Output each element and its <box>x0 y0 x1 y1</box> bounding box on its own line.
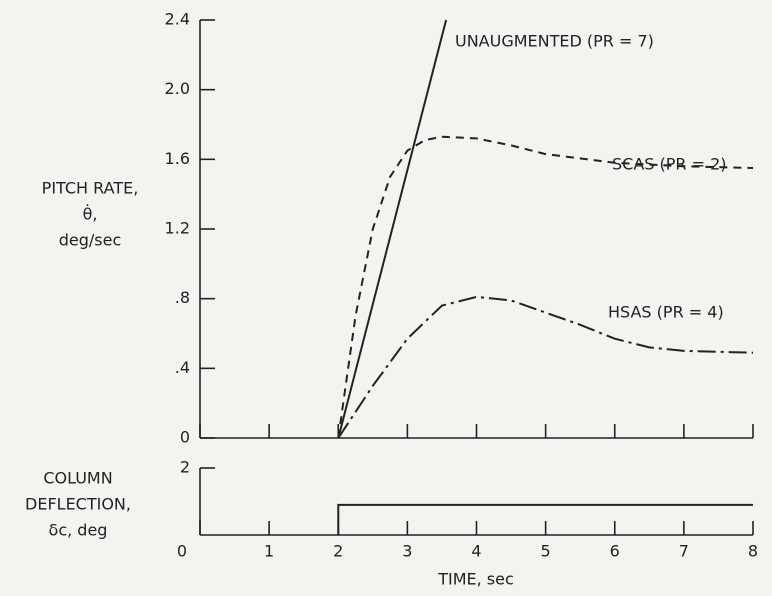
y-tick-label: 0 <box>180 428 190 447</box>
x-tick-label: 6 <box>610 542 620 561</box>
y-tick-label: .8 <box>175 288 190 307</box>
y-tick-label: 2.0 <box>165 79 190 98</box>
x-tick-label: 2 <box>333 542 343 561</box>
y-axis-label: COLUMN <box>43 469 112 488</box>
y-axis-label: δc, deg <box>49 521 108 540</box>
y-axis-label: PITCH RATE, <box>42 179 139 198</box>
x-tick-label: 1 <box>264 542 274 561</box>
x-tick-label: 5 <box>541 542 551 561</box>
series-line <box>337 19 448 439</box>
series-line <box>337 135 754 439</box>
series-label: SCAS (PR = 2) <box>612 155 727 174</box>
y-tick-label: 2 <box>180 458 190 477</box>
x-tick-label: 3 <box>402 542 412 561</box>
x-tick-label: 0 <box>177 542 187 561</box>
y-tick-label: 1.6 <box>165 149 190 168</box>
x-axis-label: TIME, sec <box>437 570 514 589</box>
series-label: HSAS (PR = 4) <box>608 303 724 322</box>
series-line <box>337 295 754 439</box>
x-tick-label: 7 <box>679 542 689 561</box>
y-tick-label: .4 <box>175 358 190 377</box>
x-tick-label: 8 <box>748 542 758 561</box>
y-tick-label: 1.2 <box>165 219 190 238</box>
y-axis-label: θ̇, <box>83 205 98 224</box>
series-label: UNAUGMENTED (PR = 7) <box>455 32 654 51</box>
x-tick-label: 4 <box>471 542 481 561</box>
y-tick-label: 2.4 <box>165 10 190 29</box>
series-line <box>337 503 753 535</box>
y-axis-label: DEFLECTION, <box>25 495 131 514</box>
y-axis-label: deg/sec <box>59 231 122 250</box>
